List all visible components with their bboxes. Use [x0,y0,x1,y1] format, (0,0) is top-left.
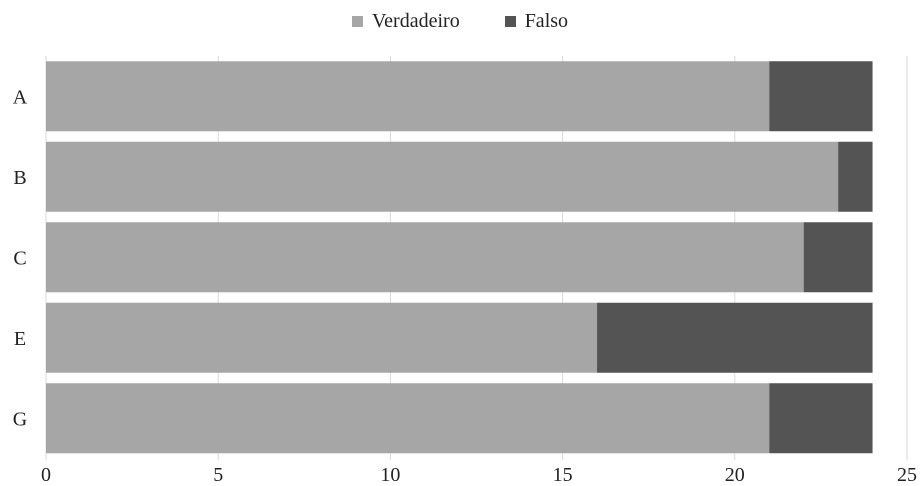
bar-C-falso [803,222,873,293]
bar-G-verdadeiro [46,383,770,454]
y-tick-label-G: G [13,408,27,430]
y-tick-label-C: C [13,247,26,269]
legend-item-verdadeiro: Verdadeiro [351,10,460,33]
legend-swatch-falso [504,16,516,27]
bar-B-verdadeiro [46,141,839,212]
x-tick-label-4: 20 [725,464,745,486]
bar-E-falso [597,302,873,373]
x-tick-label-5: 25 [897,464,917,486]
x-tick-label-0: 0 [41,464,51,486]
bar-C-verdadeiro [46,222,804,293]
bar-A-verdadeiro [46,61,770,132]
x-tick-label-2: 10 [380,464,400,486]
legend-label-verdadeiro: Verdadeiro [371,10,460,32]
y-tick-label-A: A [13,86,28,108]
x-tick-label-3: 15 [553,464,573,486]
y-tick-label-E: E [14,328,26,350]
x-tick-label-1: 5 [213,464,223,486]
bar-G-falso [769,383,873,454]
y-tick-label-B: B [13,167,26,189]
legend: Verdadeiro Falso [0,10,920,33]
bar-B-falso [838,141,873,212]
legend-swatch-verdadeiro [351,16,363,27]
legend-label-falso: Falso [524,10,569,32]
bar-E-verdadeiro [46,302,598,373]
legend-item-falso: Falso [504,10,569,33]
bar-A-falso [769,61,873,132]
